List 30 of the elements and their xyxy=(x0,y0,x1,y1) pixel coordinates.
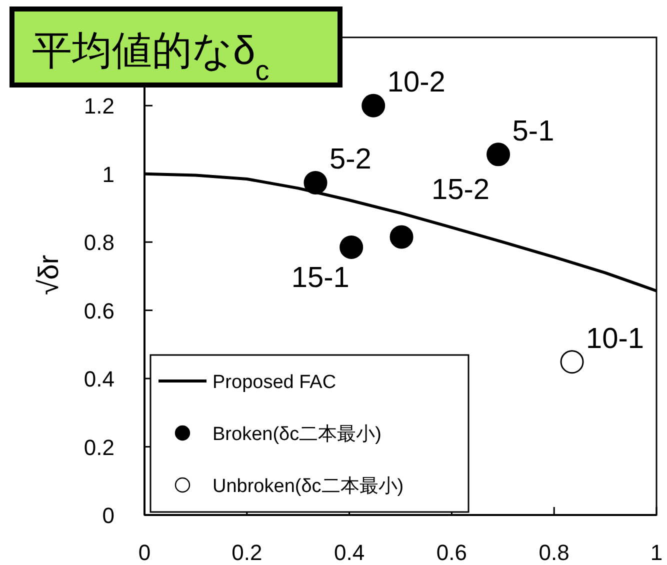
point xyxy=(486,142,510,166)
annotation: 5-2 xyxy=(330,144,372,176)
point xyxy=(340,235,364,259)
y-axis-title: √δr xyxy=(33,254,64,296)
point xyxy=(560,350,584,374)
annotation: 15-2 xyxy=(432,174,490,206)
annotation: 10-1 xyxy=(586,322,644,355)
legend-label: Broken(δc二本最小) xyxy=(212,424,382,445)
point xyxy=(390,225,414,249)
y-tick-label: 0.2 xyxy=(84,434,114,460)
y-tick-label: 0.6 xyxy=(84,298,114,324)
x-tick-label: 0.2 xyxy=(232,540,262,565)
x-tick-label: 1 xyxy=(650,540,663,565)
annotation: 10-2 xyxy=(387,66,446,99)
point xyxy=(362,94,386,118)
y-tick-label: 1.2 xyxy=(84,94,114,119)
x-tick-label: 0 xyxy=(138,540,151,565)
y-tick-label: 0.8 xyxy=(84,230,114,256)
x-tick-label: 0.8 xyxy=(538,540,570,565)
y-tick-label: 0 xyxy=(102,503,114,528)
x-tick-label: 0.4 xyxy=(334,540,365,565)
annotation: 5-1 xyxy=(512,115,554,148)
y-tick-label: 0.4 xyxy=(84,366,114,392)
chart-title: 平均値的なδ$_{c}$ xyxy=(32,29,270,86)
legend-label: Proposed FAC xyxy=(212,372,336,393)
point xyxy=(304,170,328,194)
legend-label: Unbroken(δc二本最小) xyxy=(212,476,404,497)
annotation: 15-1 xyxy=(291,262,350,294)
x-tick-label: 0.6 xyxy=(436,540,467,565)
y-tick-label: 1 xyxy=(102,162,114,187)
